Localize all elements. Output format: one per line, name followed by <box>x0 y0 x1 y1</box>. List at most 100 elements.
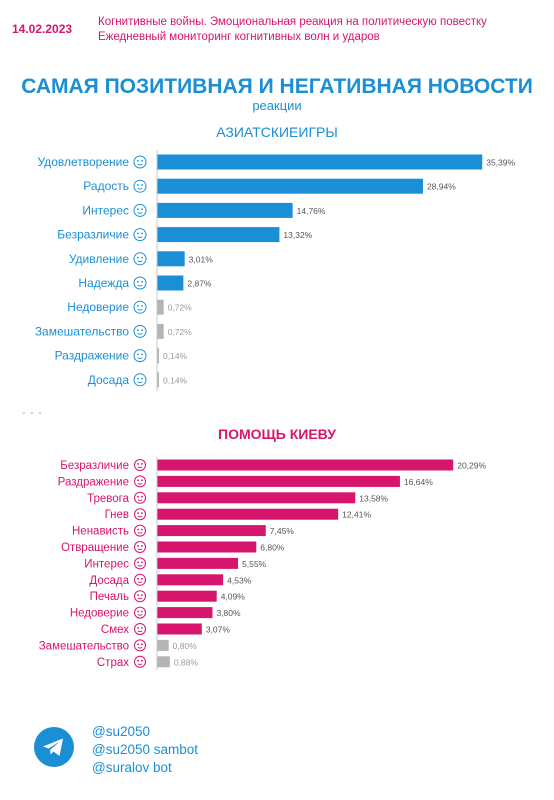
anxious-face-icon <box>134 491 146 504</box>
bar-безразличие <box>157 227 280 243</box>
bar-замешательство <box>157 323 164 339</box>
category-label: Досада <box>88 373 130 387</box>
bar-гнев <box>157 508 339 520</box>
category-label: Отвращение <box>61 542 129 554</box>
bar-недоверие <box>157 607 213 619</box>
category-label: Надежда <box>78 276 129 290</box>
value-label: 3,07% <box>206 625 231 635</box>
bar-раздражение <box>157 475 400 487</box>
chart-asian-games: Удовлетворение 35,39% Радость 28,94% Интерес… <box>35 149 516 391</box>
bar-недоверие <box>157 299 164 315</box>
bar-надежда <box>157 275 184 291</box>
bar-замешательство <box>157 639 169 651</box>
telegram-icon <box>34 727 74 767</box>
category-label: Раздражение <box>58 476 129 488</box>
page-subtitle: реакции <box>252 98 302 113</box>
indifferent-face-icon <box>133 228 147 242</box>
satisfied-face-icon <box>133 155 147 169</box>
category-label: Досада <box>89 575 129 587</box>
value-label: 13,58% <box>359 493 388 503</box>
value-label: 3,01% <box>189 254 214 264</box>
category-label: Гнев <box>105 509 129 521</box>
category-label: Печаль <box>90 591 129 603</box>
value-label: 16,64% <box>404 477 433 487</box>
category-label: Замешательство <box>35 324 130 338</box>
bar-ненависть <box>157 525 266 537</box>
hope-icon <box>133 276 147 290</box>
category-label: Ненависть <box>72 526 129 538</box>
value-label: 6,80% <box>260 543 285 553</box>
bar-отвращение <box>157 541 257 553</box>
value-label: 0,72% <box>168 303 193 313</box>
bar-раздражение <box>157 348 159 364</box>
sad-face-icon <box>134 590 146 603</box>
bar-удовлетворение <box>157 154 483 170</box>
category-label: Смех <box>101 624 129 636</box>
footer-handle-su2050[interactable]: @su2050 <box>92 724 150 739</box>
fear-face-icon <box>134 655 146 668</box>
joy-face-icon <box>133 179 147 193</box>
irritated-face-icon <box>133 349 147 363</box>
bar-страх <box>157 656 170 668</box>
irritated-face-icon <box>134 475 146 488</box>
chart-help-kyiv: Безразличие 20,29% Раздражение 16,64% Тревог… <box>39 456 487 670</box>
angry-face-icon <box>134 508 146 521</box>
value-label: 5,55% <box>242 559 267 569</box>
header-description-line-1: Когнитивные войны. Эмоциональная реакция… <box>98 16 487 28</box>
value-label: 0,14% <box>163 351 188 361</box>
bar-тревога <box>157 492 356 504</box>
category-label: Безразличие <box>57 228 129 242</box>
value-label: 2,87% <box>187 279 212 289</box>
bar-досада <box>157 372 159 388</box>
interest-icon <box>134 557 146 570</box>
category-label: Недоверие <box>70 608 129 620</box>
header-date: 14.02.2023 <box>12 22 73 36</box>
laughing-face-icon <box>134 623 146 635</box>
interest-icon <box>133 203 147 217</box>
distrust-face-icon <box>133 300 147 314</box>
footer-handle-sambot[interactable]: @su2050 sambot <box>92 742 199 757</box>
value-label: 7,45% <box>270 526 295 536</box>
surprised-face-icon <box>133 252 147 266</box>
annoyed-face-icon <box>133 373 147 387</box>
category-label: Раздражение <box>55 349 130 363</box>
category-label: Удивление <box>69 252 129 266</box>
value-label: 28,94% <box>427 182 456 192</box>
bar-печаль <box>157 590 217 602</box>
confused-face-icon <box>134 639 146 652</box>
bar-безразличие <box>157 459 454 471</box>
category-label: Страх <box>97 657 129 669</box>
header-description-line-2: Ежедневный мониторинг когнитивных волн и… <box>98 31 380 43</box>
value-label: 0,88% <box>174 657 199 667</box>
bar-смех <box>157 623 202 635</box>
bar-досада <box>157 574 224 586</box>
value-label: 20,29% <box>457 461 486 471</box>
value-label: 4,09% <box>221 592 246 602</box>
category-label: Тревога <box>87 493 129 505</box>
category-label: Радость <box>83 179 129 193</box>
value-label: 0,14% <box>163 375 188 385</box>
footer-handle-suralov-bot[interactable]: @suralov bot <box>92 760 172 775</box>
distrust-face-icon <box>134 606 146 619</box>
chart-title-asian-games: АЗИАТСКИЕИГРЫ <box>216 124 338 140</box>
bar-интерес <box>157 557 239 569</box>
value-label: 0,80% <box>173 641 198 651</box>
category-label: Интерес <box>82 203 129 217</box>
category-label: Замешательство <box>39 640 129 652</box>
annoyed-face-icon <box>134 573 146 586</box>
disgust-face-icon <box>134 541 146 553</box>
value-label: 12,41% <box>342 510 371 520</box>
hatred-face-icon <box>134 524 146 537</box>
page-title: САМАЯ ПОЗИТИВНАЯ И НЕГАТИВНАЯ НОВОСТИ <box>21 75 533 98</box>
value-label: 13,32% <box>283 230 312 240</box>
category-label: Удовлетворение <box>38 155 130 169</box>
category-label: Недоверие <box>67 300 129 314</box>
chart-title-help-kyiv: ПОМОЩЬ КИЕВУ <box>218 426 336 442</box>
confused-face-icon <box>133 324 147 338</box>
bar-интерес <box>157 202 293 218</box>
category-label: Интерес <box>84 558 129 570</box>
category-label: Безразличие <box>60 460 129 472</box>
section-separator: - - - <box>22 408 43 419</box>
indifferent-face-icon <box>134 459 146 471</box>
bar-удивление <box>157 251 185 267</box>
